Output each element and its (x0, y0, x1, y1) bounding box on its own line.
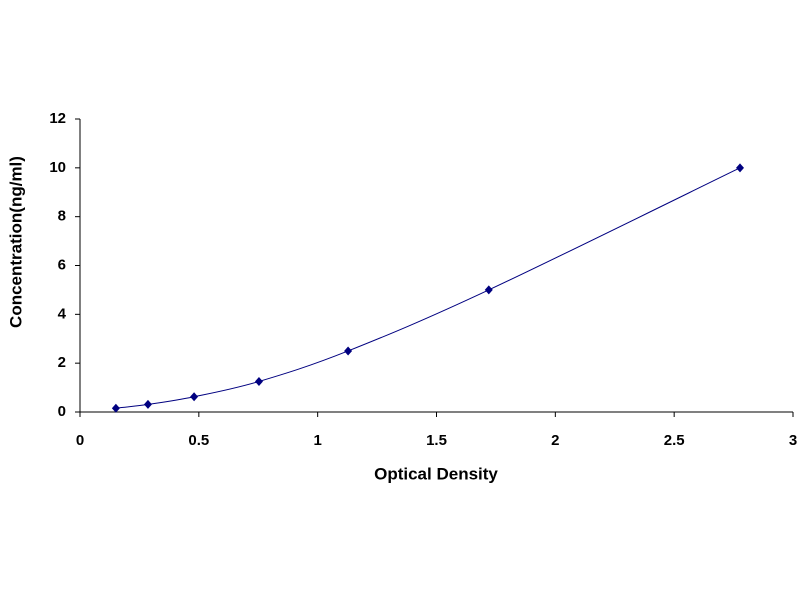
y-tick-label: 8 (58, 208, 66, 225)
data-point (190, 392, 199, 402)
y-tick-label: 12 (49, 110, 66, 127)
data-point (344, 346, 353, 356)
y-tick-label: 0 (58, 403, 66, 420)
x-tick-label: 2 (551, 432, 559, 449)
x-tick-label: 3 (789, 432, 797, 449)
data-point (736, 163, 745, 173)
data-point (484, 285, 493, 295)
x-tick-label: 2.5 (664, 432, 685, 449)
x-tick-label: 1.5 (426, 432, 447, 449)
data-point (254, 376, 263, 386)
data-point (143, 399, 152, 409)
x-tick-label: 1 (313, 432, 321, 449)
fit-line (115, 167, 741, 409)
y-tick-label: 4 (58, 305, 67, 322)
y-tick-label: 10 (49, 159, 66, 176)
x-tick-label: 0 (76, 432, 84, 449)
data-point (111, 403, 120, 413)
y-axis-label: Concentration(ng/ml) (6, 156, 25, 328)
y-tick-label: 6 (58, 256, 66, 273)
x-axis-label: Optical Density (374, 464, 498, 483)
y-tick-label: 2 (58, 354, 66, 371)
x-tick-label: 0.5 (188, 432, 209, 449)
